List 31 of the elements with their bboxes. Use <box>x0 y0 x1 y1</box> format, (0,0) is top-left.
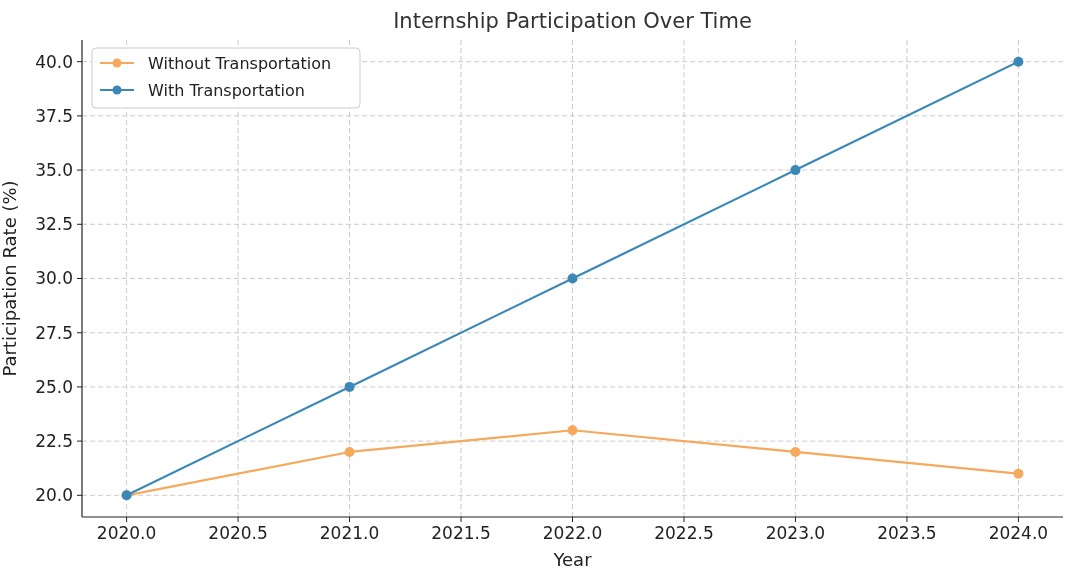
x-tick-label: 2022.5 <box>654 523 714 543</box>
x-tick-label: 2020.5 <box>208 523 268 543</box>
point <box>1013 56 1024 67</box>
point <box>790 446 801 457</box>
y-tick-label: 20.0 <box>35 485 73 506</box>
y-tick-label: 22.5 <box>35 431 73 452</box>
x-tick-label: 2023.0 <box>765 523 826 543</box>
chart-title: Internship Participation Over Time <box>393 9 752 33</box>
y-tick-label: 32.5 <box>35 214 73 235</box>
point <box>567 273 578 284</box>
point <box>567 425 578 436</box>
x-tick-label: 2024.0 <box>988 523 1049 543</box>
x-tick-label: 2020.0 <box>96 523 157 543</box>
legend-label: Without Transportation <box>148 53 332 73</box>
legend-label: With Transportation <box>148 80 305 100</box>
x-tick-label: 2021.0 <box>319 523 380 543</box>
point <box>344 381 355 392</box>
y-axis-title: Participation Rate (%) <box>0 180 20 377</box>
y-tick-label: 27.5 <box>35 322 73 343</box>
y-tick-label: 37.5 <box>35 105 73 126</box>
y-tick-label: 40.0 <box>35 51 73 72</box>
point <box>344 446 355 457</box>
point <box>1013 468 1024 479</box>
y-tick-label: 35.0 <box>35 160 73 181</box>
x-tick-label: 2023.5 <box>877 523 937 543</box>
y-tick-label: 25.0 <box>35 376 73 397</box>
x-axis-title: Year <box>552 549 593 570</box>
y-tick-label: 30.0 <box>35 268 73 289</box>
x-tick-label: 2022.0 <box>542 523 603 543</box>
point <box>790 165 801 176</box>
x-tick-label: 2021.5 <box>431 523 491 543</box>
